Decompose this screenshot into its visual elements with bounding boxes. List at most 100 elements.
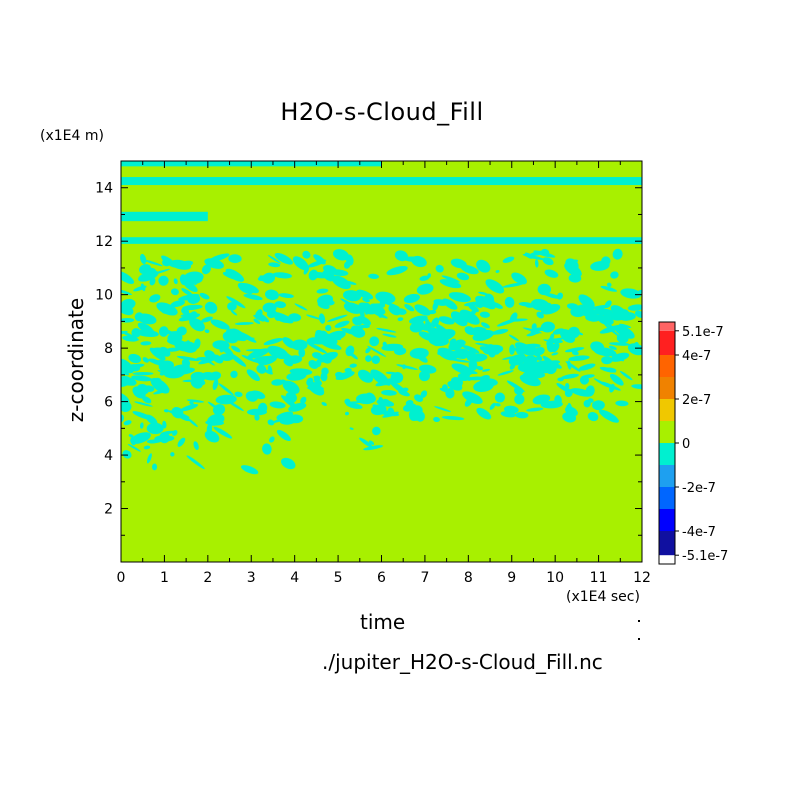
heatmap-patch: [205, 420, 225, 426]
heatmap-patch: [177, 260, 194, 269]
heatmap-field: [121, 161, 642, 562]
heatmap-patch: [452, 348, 470, 359]
heatmap-patch: [383, 398, 391, 405]
heatmap-patch: [121, 392, 130, 404]
x-tick-label: 9: [507, 570, 516, 586]
chart-title: H2O-s-Cloud_Fill: [280, 98, 484, 126]
heatmap-patch: [619, 371, 633, 381]
heatmap-patch: [533, 299, 538, 302]
heatmap-patch: [485, 279, 505, 294]
heatmap-patch: [206, 423, 213, 435]
heatmap-patch: [148, 358, 161, 364]
heatmap-patch: [419, 275, 430, 281]
heatmap-patch: [190, 311, 198, 318]
heatmap-patch: [243, 293, 263, 301]
heatmap-patch: [376, 327, 397, 333]
heatmap-patch: [167, 338, 186, 346]
heatmap-patch: [414, 304, 431, 316]
heatmap-patch: [590, 341, 605, 353]
heatmap-patch: [352, 316, 363, 326]
heatmap-patch: [509, 344, 516, 355]
heatmap-patch: [561, 373, 579, 380]
heatmap-patch: [357, 369, 374, 383]
heatmap-patch: [547, 337, 565, 343]
heatmap-patch: [267, 255, 281, 264]
colorbar-segment: [659, 330, 675, 355]
heatmap-patch: [565, 347, 585, 353]
heatmap-patch: [508, 354, 527, 366]
heatmap-patch: [554, 395, 562, 406]
heatmap-patch: [537, 283, 552, 296]
heatmap-patch: [274, 252, 293, 265]
heatmap-patch: [121, 400, 132, 413]
heatmap-patch: [131, 328, 142, 338]
heatmap-patch: [302, 250, 311, 259]
heatmap-patch: [207, 401, 220, 410]
heatmap-patch: [631, 384, 642, 390]
heatmap-patch: [551, 352, 559, 356]
heatmap-patch: [231, 345, 241, 353]
heatmap-patch: [253, 318, 261, 324]
heatmap-patch: [372, 426, 381, 436]
heatmap-patch: [370, 369, 390, 386]
heatmap-patch: [577, 332, 584, 336]
heatmap-patch: [618, 323, 632, 328]
heatmap-patch: [522, 343, 541, 349]
heatmap-patch: [544, 359, 562, 369]
colorbar-segment: [659, 465, 675, 487]
heatmap-patch: [386, 266, 408, 276]
heatmap-patch: [204, 258, 224, 269]
heatmap-patch: [458, 368, 462, 372]
heatmap-patch: [121, 289, 133, 295]
heatmap-patch: [163, 409, 169, 413]
heatmap-patch: [489, 402, 496, 410]
heatmap-patch: [274, 312, 282, 321]
heatmap-patch: [614, 325, 635, 339]
heatmap-patch: [524, 369, 533, 377]
heatmap-patch: [212, 354, 224, 364]
y-tick-label: 4: [104, 448, 113, 464]
heatmap-patch: [433, 416, 440, 423]
heatmap-patch: [340, 298, 359, 309]
heatmap-patch: [329, 335, 342, 341]
x-tick-label: 0: [117, 570, 126, 586]
heatmap-patch: [313, 375, 321, 380]
heatmap-patch: [268, 262, 281, 268]
heatmap-patch: [256, 364, 267, 374]
heatmap-patch: [334, 320, 350, 328]
heatmap-patch: [462, 345, 480, 354]
heatmap-patch: [150, 347, 170, 355]
heatmap-patch: [156, 302, 178, 316]
heatmap-patch: [344, 367, 352, 373]
heatmap-patch: [138, 270, 159, 282]
heatmap-patch: [170, 452, 175, 457]
heatmap-patch: [321, 402, 327, 406]
heatmap-patch: [564, 262, 582, 277]
heatmap-patch: [306, 314, 321, 320]
y-tick-label: 12: [95, 234, 113, 250]
heatmap-patch: [189, 401, 194, 405]
heatmap-patch: [182, 304, 203, 311]
heatmap-patch: [159, 432, 170, 444]
heatmap-patch: [615, 400, 629, 407]
heatmap-patch: [213, 426, 233, 439]
heatmap-patch: [506, 380, 525, 393]
heatmap-patch: [318, 313, 326, 324]
heatmap-patch: [262, 443, 272, 455]
heatmap-patch: [604, 300, 612, 308]
heatmap-patch: [531, 323, 537, 331]
heatmap-patch: [345, 402, 363, 409]
heatmap-patch: [402, 364, 406, 370]
heatmap-patch: [602, 313, 614, 319]
heatmap-patch: [508, 334, 520, 342]
heatmap-patch: [515, 411, 529, 419]
heatmap-patch: [557, 377, 564, 382]
colorbar-segment: [659, 399, 675, 421]
colorbar-segment: [659, 509, 675, 531]
heatmap-patch: [583, 399, 591, 408]
heatmap-patch: [344, 411, 349, 416]
heatmap-patch: [230, 370, 238, 379]
heatmap-patch: [603, 323, 620, 338]
colorbar-tick-label: 0: [682, 437, 690, 452]
heatmap-patch: [600, 381, 621, 391]
